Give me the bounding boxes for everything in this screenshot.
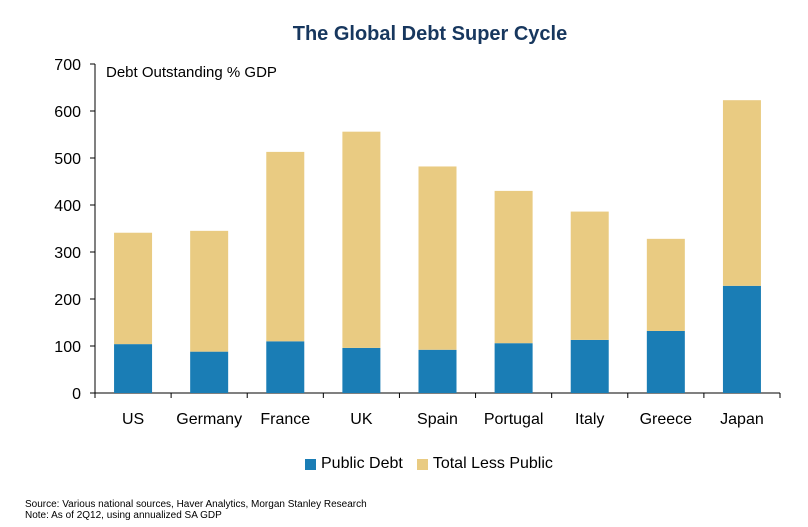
x-tick-label: Spain xyxy=(417,411,458,428)
legend-label-public-debt: Public Debt xyxy=(321,455,403,472)
date-note: Note: As of 2Q12, using annualized SA GD… xyxy=(25,510,222,521)
legend-item-public-debt: Public Debt xyxy=(305,455,403,473)
x-tick-label: UK xyxy=(350,411,373,428)
y-tick-label: 200 xyxy=(54,292,81,309)
y-tick-label: 400 xyxy=(54,198,81,215)
footnotes: Source: Various national sources, Haver … xyxy=(25,499,367,521)
bar-public-debt-greece xyxy=(646,330,685,393)
y-tick-label: 500 xyxy=(54,151,81,168)
y-tick-label: 600 xyxy=(54,104,81,121)
axes: 0 100 200 300 400 500 600 700 US Germany France UK S… xyxy=(54,57,781,428)
legend-label-total-less-public: Total Less Public xyxy=(432,455,553,472)
legend-swatch-public-debt xyxy=(305,458,316,470)
legend-swatch-total-less-public xyxy=(416,458,428,470)
bar-public-debt-germany xyxy=(190,351,229,393)
y-tick-label: 0 xyxy=(72,386,81,403)
bar-total-less-public-japan xyxy=(722,100,761,286)
bar-total-less-public-italy xyxy=(570,211,609,340)
y-axis-label: Debt Outstanding % GDP xyxy=(106,64,277,81)
x-tick-label: Germany xyxy=(176,411,242,428)
y-tick-label: 700 xyxy=(54,57,81,74)
bar-public-debt-spain xyxy=(418,349,457,393)
bar-total-less-public-greece xyxy=(646,238,685,331)
bar-total-less-public-spain xyxy=(418,166,457,350)
bar-total-less-public-france xyxy=(266,151,305,342)
x-tick-label: Greece xyxy=(640,411,693,428)
y-tick-label: 100 xyxy=(54,339,81,356)
x-tick-label: Italy xyxy=(575,411,604,428)
bar-total-less-public-us xyxy=(114,232,153,345)
y-tick-label: 300 xyxy=(54,245,81,262)
bar-public-debt-france xyxy=(266,341,305,393)
bar-public-debt-portugal xyxy=(494,343,533,393)
x-tick-label: France xyxy=(260,411,310,428)
chart-title: The Global Debt Super Cycle xyxy=(292,23,568,45)
legend: Public Debt Total Less Public xyxy=(305,455,567,473)
bar-total-less-public-portugal xyxy=(494,190,533,344)
x-tick-label: US xyxy=(122,411,144,428)
legend-item-total-less-public: Total Less Public xyxy=(416,455,553,473)
bar-public-debt-uk xyxy=(342,347,381,393)
bar-total-less-public-germany xyxy=(190,230,229,352)
x-tick-label: Japan xyxy=(720,411,764,428)
bar-public-debt-us xyxy=(114,344,153,393)
bar-total-less-public-uk xyxy=(342,131,381,348)
bar-public-debt-japan xyxy=(722,285,761,393)
bar-public-debt-italy xyxy=(570,339,609,393)
bars xyxy=(114,100,761,393)
x-tick-label: Portugal xyxy=(484,411,544,428)
source-note: Source: Various national sources, Haver … xyxy=(25,499,367,510)
